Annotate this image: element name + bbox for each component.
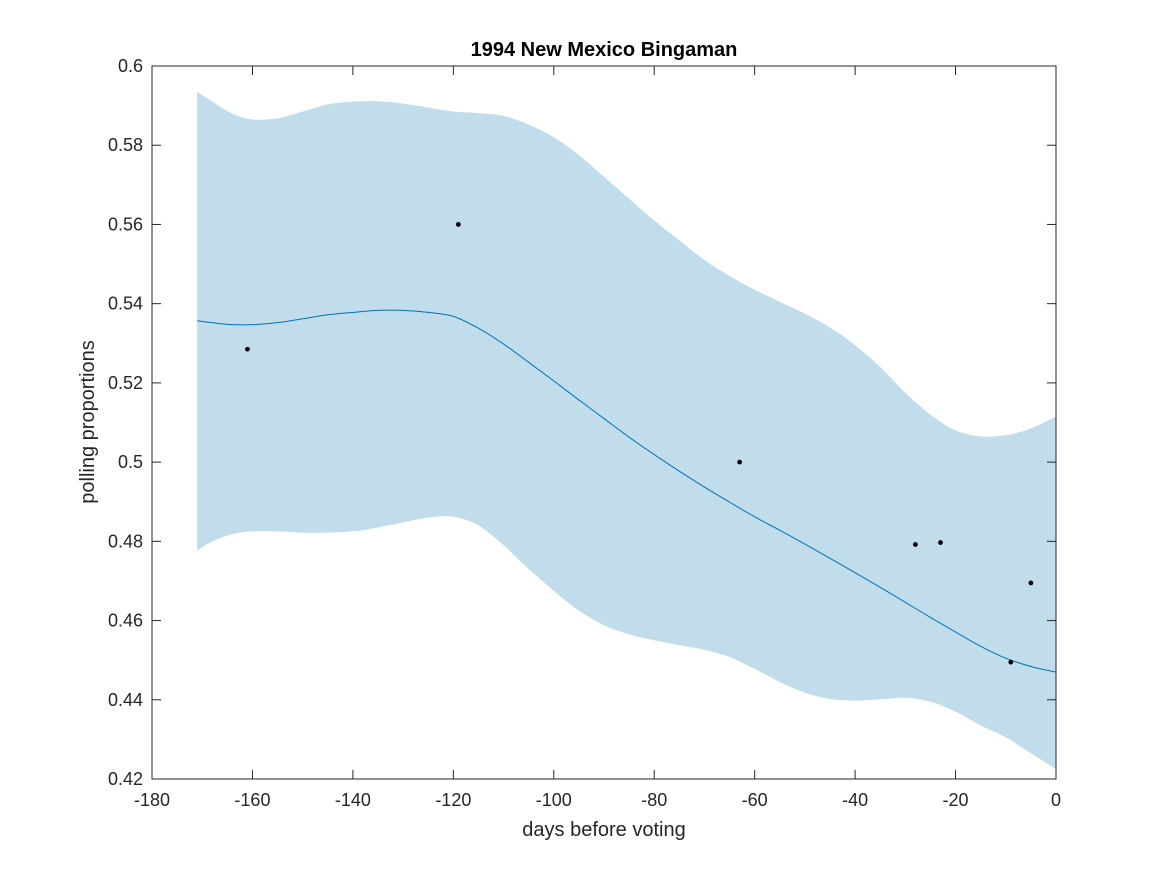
y-tick-label: 0.48	[108, 531, 143, 551]
x-tick-label: -100	[536, 790, 572, 810]
y-tick-label: 0.46	[108, 611, 143, 631]
x-tick-label: -140	[335, 790, 371, 810]
x-tick-label: -160	[234, 790, 270, 810]
poll-point	[737, 459, 742, 465]
poll-point	[1028, 580, 1034, 586]
mean-line-layer	[197, 309, 1057, 673]
y-axis-label: polling proportions	[77, 340, 99, 503]
axes	[151, 65, 1057, 780]
x-tick-label: -20	[943, 790, 969, 810]
poll-point	[912, 542, 918, 547]
x-tick-label: 0	[1051, 790, 1061, 810]
confidence-band	[197, 91, 1056, 770]
x-axis-label: days before voting	[522, 819, 685, 841]
y-tick-label: 0.44	[108, 690, 143, 710]
mean-line	[197, 309, 1057, 673]
x-tick-label: -60	[742, 790, 768, 810]
x-tick-label: -180	[134, 790, 170, 810]
y-tick-label: 0.5	[118, 452, 143, 472]
confidence-band-layer	[197, 91, 1056, 770]
poll-point	[1008, 659, 1014, 665]
poll-point	[938, 540, 943, 545]
x-tick-label: -40	[842, 790, 868, 810]
chart-title: 1994 New Mexico Bingaman	[471, 39, 738, 61]
ticks: -180 -160 -140 -120 -100 -80 -60 -40 -20 0 0.42 0.4…	[108, 56, 1061, 810]
y-tick-label: 0.54	[108, 294, 143, 314]
poll-points-layer	[245, 222, 1034, 665]
x-tick-label: -80	[641, 790, 667, 810]
x-tick-label: -120	[435, 790, 471, 810]
y-tick-label: 0.56	[108, 214, 143, 234]
y-tick-label: 0.42	[108, 769, 143, 789]
poll-point	[455, 222, 461, 227]
y-tick-label: 0.6	[118, 56, 143, 76]
y-tick-label: 0.58	[108, 135, 143, 155]
plot-frame	[151, 65, 1057, 780]
poll-point	[245, 346, 250, 352]
y-tick-label: 0.52	[108, 373, 143, 393]
